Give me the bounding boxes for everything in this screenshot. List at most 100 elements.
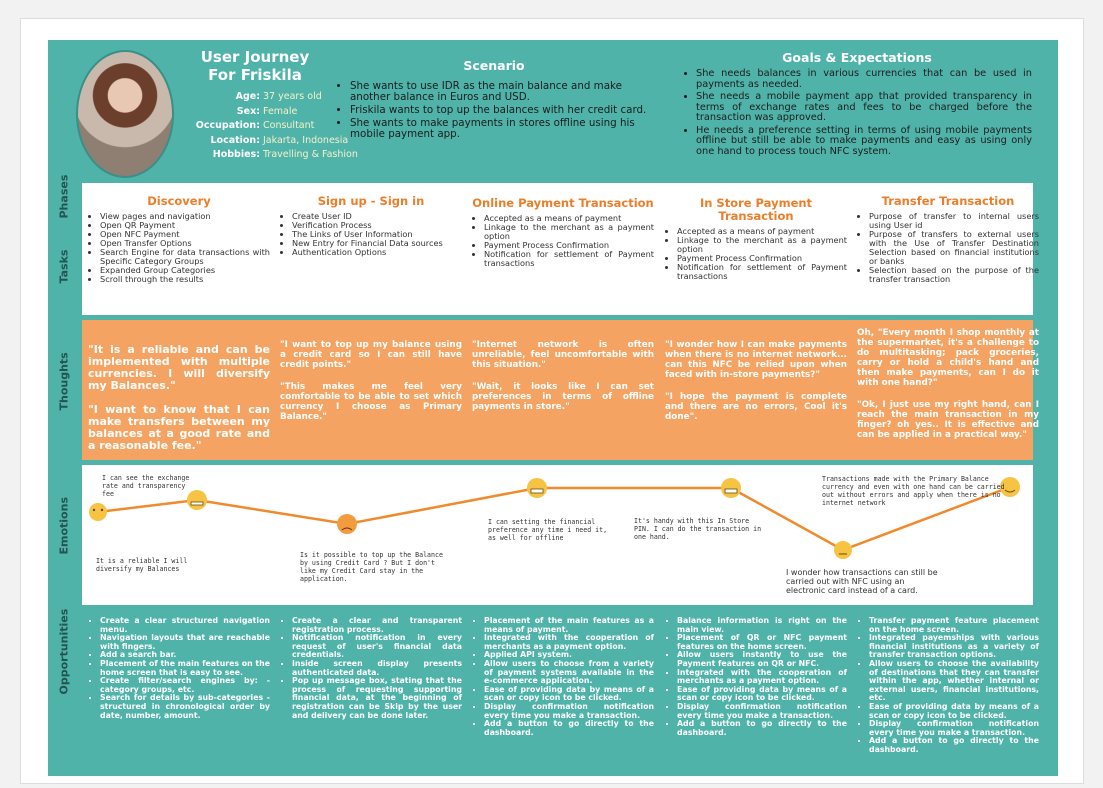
emotion-note: I wonder how transactions can still be c… (786, 568, 938, 595)
task-item: Open NFC Payment (100, 230, 270, 239)
task-item: Scroll through the results (100, 275, 270, 284)
opportunity-item: Applied API system. (484, 651, 654, 660)
goal-item: She needs balances in various currencies… (696, 68, 1032, 90)
task-item: Selection based on the purpose of the tr… (869, 266, 1039, 284)
opportunity-column: Balance information is right on the main… (665, 611, 847, 737)
thought: "Wait, it looks like I can set preferenc… (472, 382, 654, 412)
opportunity-list: Balance information is right on the main… (665, 616, 847, 737)
opportunity-item: Ease of providing data by means of a sca… (869, 702, 1039, 720)
persona-photo (76, 50, 174, 178)
opportunity-item: Placement of the main features as a mean… (484, 616, 654, 634)
task-item: Linkage to the merchant as a payment opt… (484, 223, 654, 241)
field-label: Location: (210, 134, 260, 146)
task-item: Expanded Group Categories (100, 266, 270, 275)
opportunity-item: Notification notification in every reque… (292, 633, 462, 660)
opportunity-item: Add a button to go directly to the dashb… (869, 736, 1039, 754)
opportunity-item: Create a clear and transparent registrat… (292, 616, 462, 634)
task-item: Open Transfer Options (100, 239, 270, 248)
opportunity-item: Add a button to go directly to the dashb… (677, 719, 847, 737)
row-label: Tasks (57, 249, 71, 284)
emoji (527, 478, 547, 498)
phase-title: Transfer Transaction (881, 194, 1015, 208)
opportunity-column: Create a clear structured navigation men… (88, 611, 270, 720)
task-item: Open QR Payment (100, 221, 270, 230)
task-item: Notification for settlement of Payment t… (677, 263, 847, 281)
opportunity-item: Allow users to choose from a variety of … (484, 659, 654, 686)
opportunity-list: Create a clear structured navigation men… (88, 616, 270, 720)
phase-title: In Store Payment Transaction (699, 196, 813, 223)
emotion-note: I can setting the financial preference a… (488, 518, 608, 542)
task-list: Purpose of transfer to internal users us… (857, 212, 1039, 284)
goals: Goals & Expectations She needs balances … (682, 50, 1032, 159)
thought: "Ok, I just use my right hand, can I rea… (857, 400, 1039, 440)
opportunity-item: Display confirmation notification every … (869, 719, 1039, 737)
opportunity-item: Placement of QR or NFC payment features … (677, 633, 847, 651)
row-label: Phases (57, 174, 71, 219)
row-label: Opportunities (58, 609, 71, 695)
opportunity-list: Transfer payment feature placement on th… (857, 616, 1039, 755)
opportunity-column: Placement of the main features as a mean… (472, 611, 654, 737)
emoji (187, 490, 207, 510)
task-list: Accepted as a means of paymentLinkage to… (665, 227, 847, 281)
thought: "Internet network is often unreliable, f… (472, 340, 654, 370)
task-item: New Entry for Financial Data sources (292, 239, 462, 248)
opportunity-item: Search for details by sub-categories - s… (100, 694, 270, 720)
field-value: Travelling & Fashion (263, 149, 358, 160)
task-list: Create User IDVerification ProcessThe Li… (280, 212, 462, 257)
persona-title: User Journey For Friskila (180, 48, 330, 84)
title-line: For Friskila (208, 66, 302, 84)
task-item: Verification Process (292, 221, 462, 230)
scenario: Scenario She wants to use IDR as the mai… (336, 58, 652, 142)
persona-fields: Age: 37 years old Sex: Female Occupation: Con… (172, 90, 358, 163)
opportunity-item: Allow users instantly to use the Payment… (677, 651, 847, 668)
persona-field: Occupation: Consultant (172, 119, 337, 134)
thought: "I wonder how I can make payments when t… (665, 340, 847, 380)
stage-column: Sign up - Sign in Create User IDVerificat… (280, 183, 462, 257)
opportunity-item: Integrated with the cooperation of merch… (484, 633, 654, 651)
emoji (337, 514, 357, 534)
thought: "I want to know that I can make transfer… (88, 403, 270, 452)
task-item: Payment Process Confirmation (677, 254, 847, 263)
stage-column: Transfer Transaction Purpose of transfer … (857, 183, 1039, 284)
opportunity-item: Create a clear structured navigation men… (100, 616, 270, 634)
task-item: Linkage to the merchant as a payment opt… (677, 236, 847, 254)
scenario-item: She wants to use IDR as the main balance… (350, 81, 652, 103)
emotion-note: I can see the exchange rate and transpar… (102, 474, 190, 498)
persona-field: Hobbies: Travelling & Fashion (172, 148, 358, 163)
task-item: Notification for settlement of Payment t… (484, 250, 654, 268)
title-line: User Journey (200, 48, 310, 66)
phase-title: Sign up - Sign in (317, 194, 425, 208)
opportunity-list: Placement of the main features as a mean… (472, 616, 654, 737)
goal-item: She needs a mobile payment app that prov… (696, 91, 1032, 124)
opportunity-item: Display confirmation notification every … (484, 702, 654, 720)
thought: "This makes me feel very comfortable to … (280, 382, 462, 422)
emotion-note: Transactions made with the Primary Balan… (822, 475, 1005, 507)
emoji (721, 478, 741, 498)
thought-column: "I wonder how I can make payments when t… (665, 340, 847, 434)
opportunity-column: Create a clear and transparent registrat… (280, 611, 462, 720)
stage-column: Discovery View pages and navigationOpen Q… (88, 183, 270, 284)
opportunity-item: Ease of providing data by means of a sca… (677, 685, 847, 703)
tasks-row: Discovery View pages and navigationOpen Q… (82, 183, 1039, 315)
stage-column: In Store Payment Transaction Accepted as … (665, 183, 847, 281)
task-item: View pages and navigation (100, 212, 270, 221)
thought: "I hope the payment is complete and ther… (665, 392, 847, 422)
goal-item: He needs a preference setting in terms o… (696, 125, 1032, 158)
task-item: Authentication Options (292, 248, 462, 257)
emoji (89, 503, 107, 521)
scenario-list: She wants to use IDR as the main balance… (336, 81, 652, 140)
row-label: Thoughts (57, 352, 71, 411)
opportunity-item: Integrated payemships with various finan… (869, 633, 1039, 660)
field-value: 37 years old (263, 91, 322, 102)
opportunity-item: Pop up message box, stating that the pro… (292, 676, 462, 720)
scenario-item: Friskila wants to top up the balances wi… (350, 105, 652, 116)
task-item: The Links of User Information (292, 230, 462, 239)
goals-list: She needs balances in various currencies… (682, 68, 1032, 158)
field-label: Age: (235, 91, 260, 102)
emotions-row: I can see the exchange rate and transpar… (82, 465, 1033, 605)
opportunity-item: Balance information is right on the main… (677, 616, 847, 634)
emotion-note: It is a reliable I will diversify my Bal… (96, 557, 188, 573)
opportunity-item: Placement of the main features on the ho… (100, 659, 270, 677)
thought: "It is a reliable and can be implemented… (88, 343, 270, 392)
